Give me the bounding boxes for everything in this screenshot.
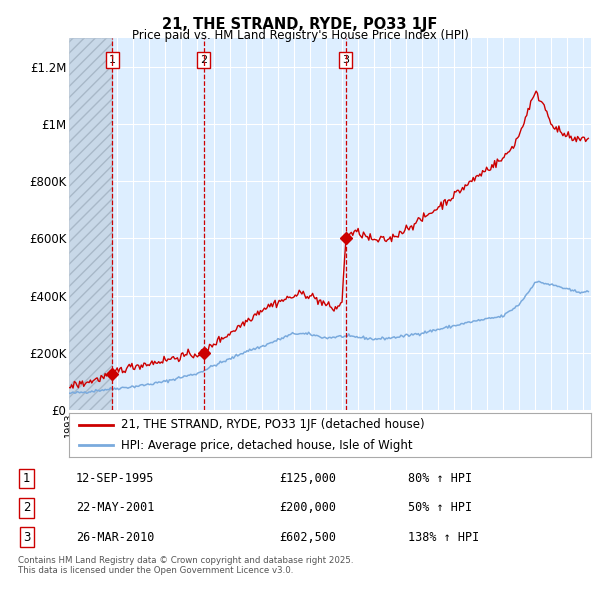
Text: 1: 1 xyxy=(109,55,116,65)
Text: £200,000: £200,000 xyxy=(280,502,337,514)
Text: 138% ↑ HPI: 138% ↑ HPI xyxy=(408,530,479,543)
Text: 50% ↑ HPI: 50% ↑ HPI xyxy=(408,502,472,514)
Bar xyxy=(69,38,112,410)
Text: 2: 2 xyxy=(23,502,30,514)
Text: Price paid vs. HM Land Registry's House Price Index (HPI): Price paid vs. HM Land Registry's House … xyxy=(131,30,469,42)
Text: £125,000: £125,000 xyxy=(280,472,337,485)
Text: HPI: Average price, detached house, Isle of Wight: HPI: Average price, detached house, Isle… xyxy=(121,439,413,452)
Text: 26-MAR-2010: 26-MAR-2010 xyxy=(76,530,154,543)
Text: 22-MAY-2001: 22-MAY-2001 xyxy=(76,502,154,514)
Text: 3: 3 xyxy=(342,55,349,65)
Text: £602,500: £602,500 xyxy=(280,530,337,543)
Text: 12-SEP-1995: 12-SEP-1995 xyxy=(76,472,154,485)
Text: 80% ↑ HPI: 80% ↑ HPI xyxy=(408,472,472,485)
Text: 1: 1 xyxy=(23,472,30,485)
Text: 21, THE STRAND, RYDE, PO33 1JF (detached house): 21, THE STRAND, RYDE, PO33 1JF (detached… xyxy=(121,418,425,431)
Text: 21, THE STRAND, RYDE, PO33 1JF: 21, THE STRAND, RYDE, PO33 1JF xyxy=(163,17,437,31)
Text: Contains HM Land Registry data © Crown copyright and database right 2025.
This d: Contains HM Land Registry data © Crown c… xyxy=(18,556,353,575)
Text: 3: 3 xyxy=(23,530,30,543)
Text: 2: 2 xyxy=(200,55,207,65)
